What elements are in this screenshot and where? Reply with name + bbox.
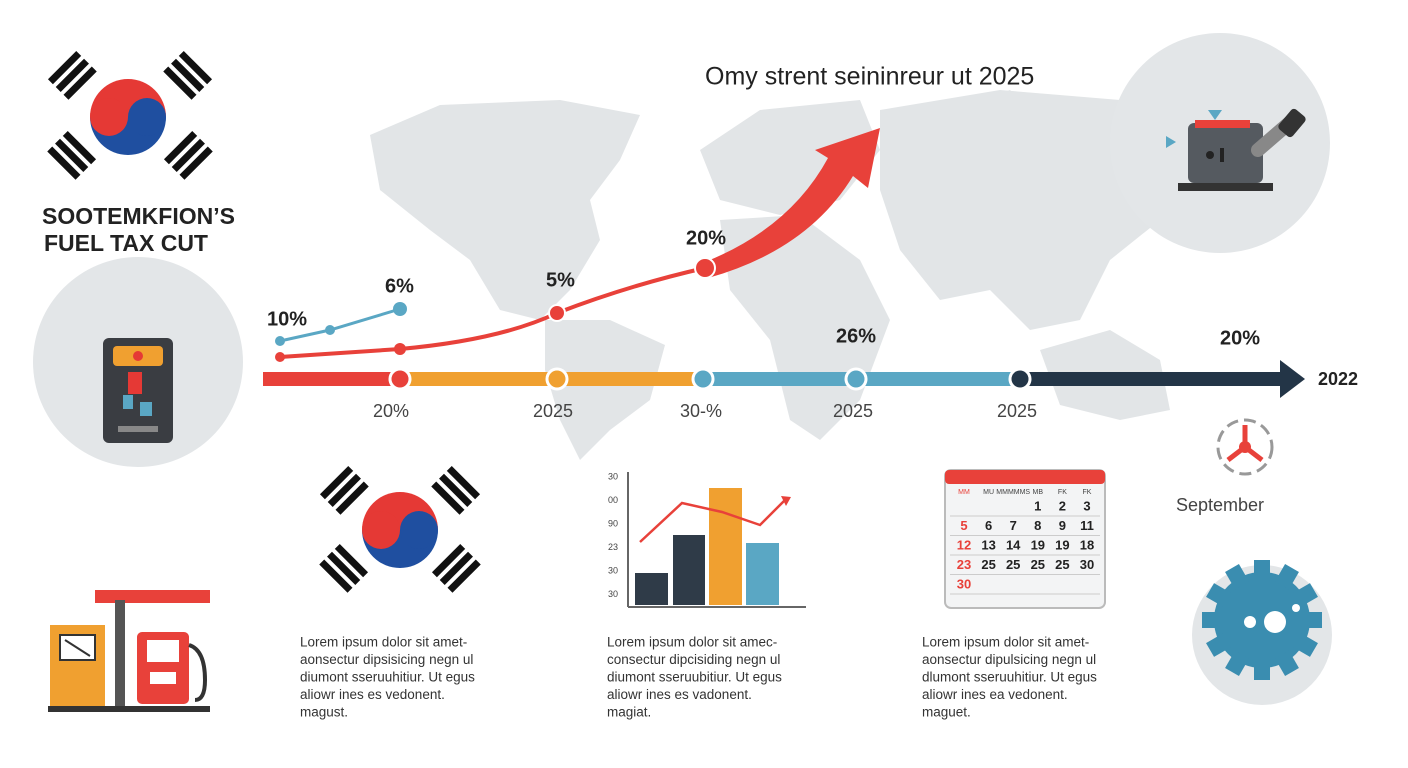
calendar-header: MMMMMS — [996, 489, 1030, 496]
calendar-day: 13 — [981, 537, 995, 552]
timeline-end: 2022 — [1318, 369, 1358, 389]
heading: SOOTEMKFION’S — [42, 203, 235, 229]
paragraph-line: diumont sseruuhitiur. Ut egus — [300, 670, 475, 685]
paragraph-line: aonsectur dipsisicing negn ul — [300, 652, 473, 667]
paragraph-line: dlumont sseruuhitiur. Ut egus — [922, 670, 1097, 685]
paragraph-line: aliowr ines ea vedonent. — [922, 687, 1068, 702]
gear-tooth — [1254, 660, 1270, 680]
calendar-day: 9 — [1059, 518, 1066, 533]
paragraph-line: magust. — [300, 705, 348, 720]
calendar-day: 25 — [1006, 557, 1020, 572]
trend-label: 5% — [546, 269, 575, 291]
calendar-day: 7 — [1010, 518, 1017, 533]
mini-y-label: 23 — [608, 542, 618, 552]
machine-icon — [1166, 108, 1306, 191]
paragraph-line: aonsectur dipulsicing negn ul — [922, 652, 1096, 667]
title: Omy strent seininreur ut 2025 — [705, 63, 1034, 91]
calendar-day: 12 — [957, 537, 971, 552]
calendar-day: 30 — [957, 576, 971, 591]
gear-tooth — [1254, 560, 1270, 580]
calendar-day: 23 — [957, 557, 971, 572]
gear-icon — [1202, 560, 1322, 680]
calendar-header: MM — [958, 489, 970, 496]
gear-tooth — [1202, 612, 1222, 628]
timeline-label: 2025 — [833, 401, 873, 421]
calendar-day: 14 — [1006, 537, 1021, 552]
calendar-day: 25 — [981, 557, 995, 572]
mini-chart — [627, 472, 806, 608]
mini-y-label: 30 — [608, 589, 618, 599]
calendar-day: 25 — [1031, 557, 1045, 572]
calendar-day: 19 — [1055, 537, 1069, 552]
gauge-icon — [1216, 418, 1274, 476]
paragraph-line: consectur dipcisiding negn ul — [607, 652, 780, 667]
gas-pump — [48, 590, 210, 712]
calendar — [944, 469, 1106, 609]
trend-label: 10% — [267, 308, 307, 330]
calendar-header: FK — [1083, 489, 1092, 496]
paragraph-line: magiat. — [607, 705, 651, 720]
calendar-header: MB — [1033, 489, 1044, 496]
point — [393, 302, 407, 316]
trend-label: 20% — [1220, 327, 1260, 349]
heading: FUEL TAX CUT — [44, 230, 208, 256]
gear-tooth — [1275, 650, 1299, 676]
gear-tooth — [1292, 633, 1318, 657]
timeline-label: 2025 — [997, 401, 1037, 421]
korea-flag — [319, 465, 481, 593]
calendar-day: 5 — [960, 518, 967, 533]
mini-y-label: 30 — [608, 471, 618, 481]
gear-tooth — [1225, 650, 1249, 676]
timeline-label: 20% — [373, 401, 409, 421]
gear-tooth — [1225, 564, 1249, 590]
mini-y-label: 00 — [608, 495, 618, 505]
calendar-header: MU — [983, 489, 994, 496]
arrow — [705, 128, 880, 278]
fuel-device — [103, 338, 173, 443]
gear-tooth — [1206, 583, 1232, 607]
timeline-label: 30-% — [680, 401, 722, 421]
calendar-day: 11 — [1080, 518, 1094, 533]
calendar-header: FK — [1058, 489, 1067, 496]
gear-tooth — [1275, 564, 1299, 590]
calendar-day: 30 — [1080, 557, 1094, 572]
paragraph-line: Lorem ipsum dolor sit amet- — [922, 635, 1089, 650]
paragraph-line: diumont sseruubitiur. Ut egus — [607, 670, 782, 685]
paragraph-line: Lorem ipsum dolor sit amec- — [607, 635, 777, 650]
calendar-day: 19 — [1031, 537, 1045, 552]
korea-flag — [47, 50, 213, 180]
timeline — [263, 360, 1305, 398]
paragraph-line: aliowr ines es vedonent. — [300, 687, 445, 702]
calendar-day: 6 — [985, 518, 992, 533]
calendar-day: 18 — [1080, 537, 1094, 552]
trend-label: 6% — [385, 275, 414, 297]
trend-label: 26% — [836, 325, 876, 347]
calendar-day: 1 — [1034, 498, 1041, 513]
gear-tooth — [1206, 633, 1232, 657]
mini-y-label: 90 — [608, 518, 618, 528]
gear-tooth — [1292, 583, 1318, 607]
calendar-day: 3 — [1083, 498, 1090, 513]
timeline-label: 2025 — [533, 401, 573, 421]
paragraph-line: maguet. — [922, 705, 971, 720]
trend-label: 20% — [686, 227, 726, 249]
calendar-day: 25 — [1055, 557, 1069, 572]
calendar-day: 2 — [1059, 498, 1066, 513]
paragraph-line: aliowr ines es vadonent. — [607, 687, 752, 702]
world-map — [370, 90, 1180, 460]
calendar-day: 8 — [1034, 518, 1041, 533]
side-label: September — [1176, 495, 1264, 515]
gear-tooth — [1302, 612, 1322, 628]
mini-y-label: 30 — [608, 565, 618, 575]
paragraph-line: Lorem ipsum dolor sit amet- — [300, 635, 467, 650]
